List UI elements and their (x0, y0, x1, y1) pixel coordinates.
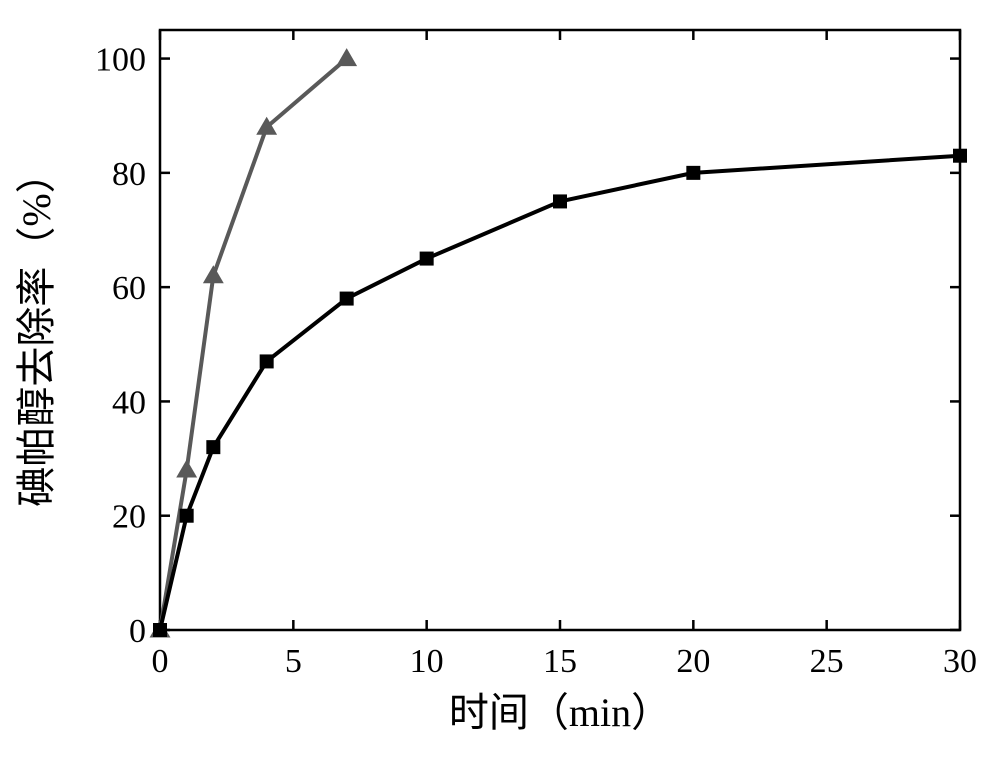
chart-container: 0 5 10 15 20 25 30 0 20 40 60 80 100 时间（min） 碘帕醇去除率（%） (0, 0, 1000, 758)
svg-text:0: 0 (129, 613, 146, 650)
svg-text:20: 20 (112, 499, 146, 536)
svg-text:60: 60 (112, 270, 146, 307)
svg-text:30: 30 (943, 643, 977, 680)
svg-text:40: 40 (112, 384, 146, 421)
svg-text:10: 10 (410, 643, 444, 680)
series-square-marker (553, 194, 567, 208)
svg-text:15: 15 (543, 643, 577, 680)
series-square-marker (206, 440, 220, 454)
svg-text:5: 5 (285, 643, 302, 680)
x-axis-label: 时间（min） (449, 690, 671, 735)
chart-svg: 0 5 10 15 20 25 30 0 20 40 60 80 100 时间（min） 碘帕醇去除率（%） (0, 0, 1000, 758)
series-square-marker (153, 623, 167, 637)
svg-text:0: 0 (152, 643, 169, 680)
svg-text:80: 80 (112, 156, 146, 193)
series-square-marker (420, 252, 434, 266)
series-square-marker (686, 166, 700, 180)
series-square-marker (340, 292, 354, 306)
series-square-marker (260, 354, 274, 368)
series-square-marker (180, 509, 194, 523)
svg-text:20: 20 (676, 643, 710, 680)
series-square-marker (953, 149, 967, 163)
y-axis-label: 碘帕醇去除率（%） (14, 153, 59, 506)
svg-text:100: 100 (95, 41, 146, 78)
svg-text:25: 25 (810, 643, 844, 680)
